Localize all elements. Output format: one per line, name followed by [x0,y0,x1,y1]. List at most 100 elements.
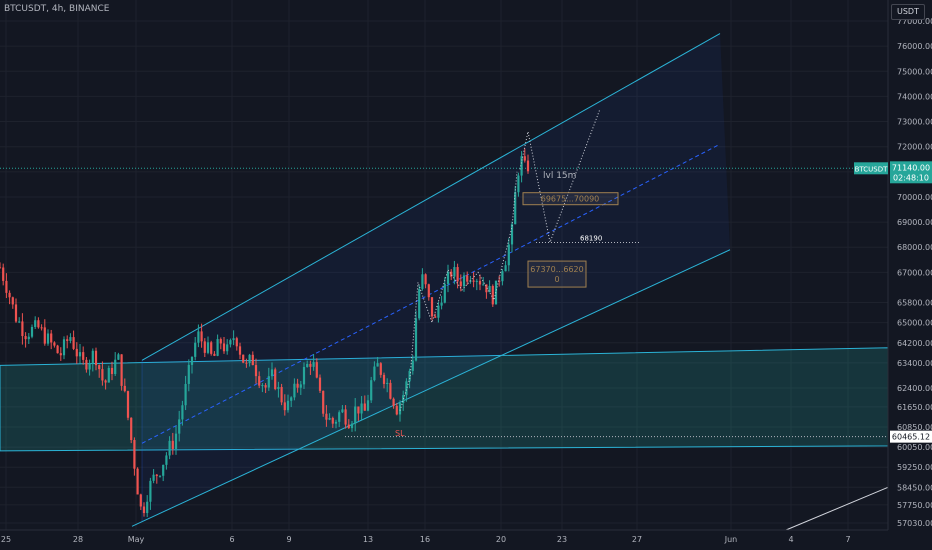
time-axis-label: May [128,535,145,544]
candle-body [174,433,178,449]
candle-body [69,337,72,341]
candle-body [107,367,110,383]
candle-body [91,350,94,364]
time-axis[interactable]: 25 28 May 6 9 13 16 20 23 27 Jun 4 7 [0,529,888,544]
candle-body [459,281,462,287]
currency-button[interactable]: USDT [891,4,925,20]
candle-body [82,352,85,360]
candle-body [283,402,286,411]
candle-body [165,455,168,465]
price-channel [131,33,889,531]
candle-body [517,175,520,193]
candle-body [24,336,27,340]
price-axis-label: 72000.00 [897,143,932,152]
candle-body [133,439,136,469]
price-axis-label: 70000.00 [897,193,932,202]
candle-body [414,318,418,361]
candle-body [280,387,283,403]
candle-body [498,280,501,282]
price-axis-label: 61650.00 [897,403,932,412]
projection-path [399,108,601,411]
time-axis-label: 20 [496,535,506,544]
candle-body [430,297,434,317]
candle-body [472,280,475,282]
price-axis[interactable]: 77000.00 76000.00 75000.00 74000.00 73000.00… [887,0,932,550]
channel-mid-line [141,143,721,444]
candle-body [453,267,456,277]
candle-body [226,344,229,352]
price-axis-label: 76000.00 [897,42,932,51]
price-axis-label: 57750.00 [897,501,932,510]
candle-body [322,390,325,414]
time-axis-label: 28 [73,535,83,544]
candle-body [194,342,197,357]
candle-body [219,339,222,344]
candle-body [440,302,443,306]
candle-body [315,362,318,378]
candle-body [251,354,254,366]
channel-lower-line [131,249,731,527]
candle-body [523,156,526,161]
zone-lower-label-1: 67370...6620 [530,265,583,274]
candle-body [34,320,37,327]
candle-body [299,384,302,388]
candle-body [462,275,466,287]
candle-body [373,366,376,381]
candle-body [40,327,43,329]
candle-body [146,501,149,514]
candle-body [354,406,357,424]
price-axis-label: 57030.00 [897,519,932,528]
candle-body [290,397,293,401]
candle-body [190,356,194,365]
wave-path [399,171,518,411]
candle-body [136,468,139,495]
candle-body [450,271,453,277]
candle-body [168,440,171,456]
candle-body [242,354,245,363]
candle-body [424,274,427,285]
projection-zigzag [519,108,601,245]
candle-body [274,369,277,390]
candle-body [158,475,162,477]
candle-body [59,353,62,356]
candle-body [149,480,152,502]
symbol-tag: BTCUSDT [855,165,889,173]
price-axis-label: 60850.00 [897,423,932,432]
time-axis-label: 25 [1,535,11,544]
candle-body [389,382,392,399]
price-axis-label: 65800.00 [897,299,932,308]
candle-body [270,369,274,377]
hline-tag-bg [890,430,932,443]
candle-body [162,464,165,476]
candle-body [437,305,440,318]
time-axis-label: Jun [724,535,738,544]
candle-body [104,380,107,383]
countdown-tag: 02:48:10 [893,173,929,182]
candle-body [405,381,408,396]
candle-body [181,405,184,420]
candle-body [341,409,344,413]
trend-line [785,486,889,531]
candle-body [443,283,446,303]
candle-body [507,244,510,266]
candle-body [184,383,187,406]
time-axis-label: 6 [229,535,234,544]
candle-body [350,423,354,429]
candle-body [382,374,386,384]
candle-body [2,267,5,281]
candle-body [398,403,402,415]
candle-body [325,413,328,420]
time-axis-label: 9 [286,535,291,544]
candle-body [366,400,370,411]
time-axis-label: 27 [632,535,642,544]
price-axis-panel [888,0,932,550]
price-axis-label: 58450.00 [897,483,932,492]
candle-body [306,363,309,367]
time-axis-label: 7 [845,535,850,544]
candle-body [200,331,203,342]
candle-body [421,274,424,289]
candle-body [50,333,53,343]
